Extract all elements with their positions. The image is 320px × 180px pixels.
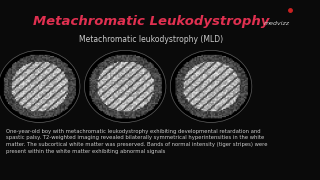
Ellipse shape	[170, 50, 252, 122]
Ellipse shape	[84, 50, 166, 122]
Ellipse shape	[84, 50, 166, 122]
Text: medvizz: medvizz	[263, 21, 290, 26]
Text: Metachromatic Leukodystrophy: Metachromatic Leukodystrophy	[33, 15, 269, 28]
Ellipse shape	[0, 50, 80, 122]
Ellipse shape	[0, 50, 80, 122]
Text: Metachromatic leukodystrophy (MLD): Metachromatic leukodystrophy (MLD)	[79, 35, 223, 44]
Text: One-year-old boy with metachromatic leukodystrophy exhibiting developmental reta: One-year-old boy with metachromatic leuk…	[6, 129, 268, 154]
Ellipse shape	[170, 50, 252, 122]
